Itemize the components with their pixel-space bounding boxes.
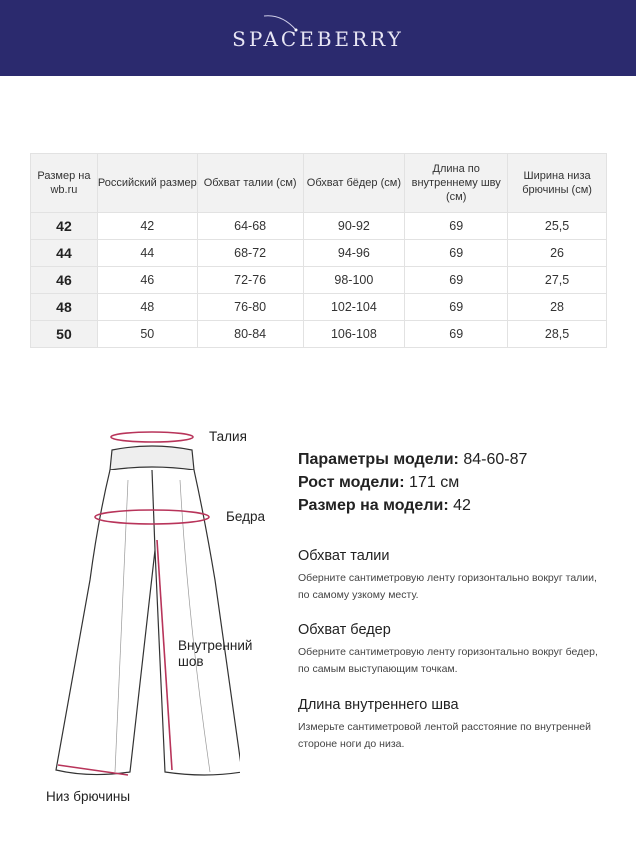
table-cell: 27,5 xyxy=(507,266,607,294)
shooting-star-icon xyxy=(263,15,298,32)
column-header: Ширина низа брючины (см) xyxy=(507,153,607,213)
section-hips: Обхват бедер Оберните сантиметровую ленту… xyxy=(298,622,598,675)
table-cell: 94-96 xyxy=(302,239,406,267)
label-hips: Бедра xyxy=(226,509,265,524)
inseam-measure xyxy=(156,539,173,771)
table-cell: 98-100 xyxy=(302,266,406,294)
table-cell: 80-84 xyxy=(196,320,304,348)
table-cell: 69 xyxy=(404,212,509,240)
table-row: 42 42 64-68 90-92 69 25,5 xyxy=(30,212,607,240)
label-waist: Талия xyxy=(209,429,247,444)
table-row: 46 46 72-76 98-100 69 27,5 xyxy=(30,266,607,294)
column-header: Размер на wb.ru xyxy=(30,153,98,213)
table-cell: 25,5 xyxy=(507,212,607,240)
pants-outline xyxy=(55,469,240,776)
model-param: Параметры модели: 84-60-87 xyxy=(298,451,528,468)
table-cell: 68-72 xyxy=(196,239,304,267)
table-cell: 42 xyxy=(96,212,198,240)
table-row: 48 48 76-80 102-104 69 28 xyxy=(30,293,607,321)
table-cell: 44 xyxy=(30,239,98,267)
section-inseam: Длина внутреннего шва Измерьте сантиметро… xyxy=(298,697,591,750)
table-cell: 28,5 xyxy=(507,320,607,348)
table-cell: 50 xyxy=(96,320,198,348)
brand-logo: SPACEBERRY xyxy=(232,27,404,51)
column-header: Обхват талии (см) xyxy=(196,153,304,213)
table-cell: 50 xyxy=(30,320,98,348)
table-cell: 48 xyxy=(30,293,98,321)
table-row: 50 50 80-84 106-108 69 28,5 xyxy=(30,320,607,348)
table-cell: 48 xyxy=(96,293,198,321)
table-cell: 28 xyxy=(507,293,607,321)
table-cell: 106-108 xyxy=(302,320,406,348)
table-cell: 26 xyxy=(507,239,607,267)
column-header: Российский размер xyxy=(96,153,198,213)
pants-diagram xyxy=(55,431,240,776)
table-cell: 69 xyxy=(404,239,509,267)
column-header: Длина по внутреннему шву (см) xyxy=(404,153,509,213)
table-cell: 44 xyxy=(96,239,198,267)
label-inseam-2: шов xyxy=(178,654,204,669)
table-cell: 69 xyxy=(404,266,509,294)
size-table: Размер на wb.ru Российский размер Обхват т… xyxy=(30,153,607,348)
table-cell: 102-104 xyxy=(302,293,406,321)
table-cell: 90-92 xyxy=(302,212,406,240)
table-cell: 69 xyxy=(404,320,509,348)
model-param: Рост модели: 171 см xyxy=(298,474,460,491)
table-row: 44 44 68-72 94-96 69 26 xyxy=(30,239,607,267)
column-header: Обхват бёдер (см) xyxy=(302,153,406,213)
waistband xyxy=(109,445,195,471)
table-cell: 76-80 xyxy=(196,293,304,321)
table-cell: 64-68 xyxy=(196,212,304,240)
label-inseam-1: Внутренний xyxy=(178,638,253,653)
hem-measure xyxy=(57,764,129,776)
section-waist: Обхват талии Оберните сантиметровую ленту… xyxy=(298,548,597,601)
model-params: Параметры модели: 84-60-87 Рост модели: … xyxy=(298,448,527,517)
table-cell: 69 xyxy=(404,293,509,321)
brand-header: SPACEBERRY xyxy=(0,0,636,76)
table-cell: 42 xyxy=(30,212,98,240)
waist-measure xyxy=(110,431,194,443)
table-cell: 72-76 xyxy=(196,266,304,294)
table-cell: 46 xyxy=(96,266,198,294)
model-param: Размер на модели: 42 xyxy=(298,497,471,514)
label-hem: Низ брючины xyxy=(46,789,131,804)
hip-measure xyxy=(94,509,210,525)
table-cell: 46 xyxy=(30,266,98,294)
